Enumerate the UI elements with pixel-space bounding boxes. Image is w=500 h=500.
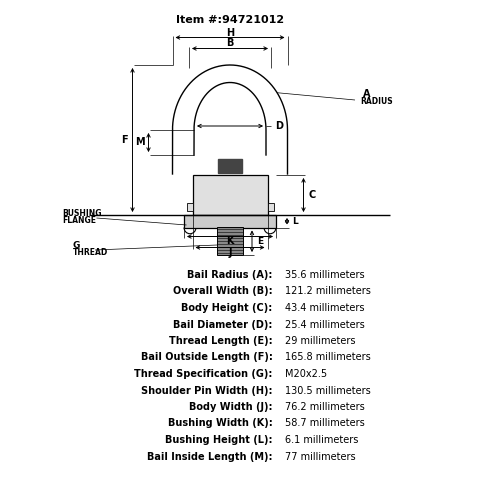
Text: H: H xyxy=(226,28,234,38)
Text: 43.4 millimeters: 43.4 millimeters xyxy=(285,303,364,313)
Text: Thread Specification (G):: Thread Specification (G): xyxy=(134,369,272,379)
Text: 58.7 millimeters: 58.7 millimeters xyxy=(285,418,365,428)
Bar xyxy=(186,203,192,211)
Text: C: C xyxy=(308,190,316,200)
Text: G: G xyxy=(72,240,80,250)
Text: RADIUS: RADIUS xyxy=(360,98,392,106)
Text: Bail Inside Length (M):: Bail Inside Length (M): xyxy=(147,452,272,462)
Text: B: B xyxy=(226,38,234,48)
Text: Bail Diameter (D):: Bail Diameter (D): xyxy=(173,320,272,330)
Text: J: J xyxy=(228,248,232,258)
Text: E: E xyxy=(257,236,263,246)
Text: Body Width (J):: Body Width (J): xyxy=(189,402,272,412)
Text: 25.4 millimeters: 25.4 millimeters xyxy=(285,320,365,330)
Text: Bail Outside Length (F):: Bail Outside Length (F): xyxy=(140,352,272,362)
Bar xyxy=(268,203,274,211)
Text: 77 millimeters: 77 millimeters xyxy=(285,452,356,462)
Text: M: M xyxy=(135,138,144,147)
Text: Thread Length (E):: Thread Length (E): xyxy=(169,336,272,346)
Text: 130.5 millimeters: 130.5 millimeters xyxy=(285,386,371,396)
Text: A: A xyxy=(362,89,370,99)
Text: 121.2 millimeters: 121.2 millimeters xyxy=(285,286,371,296)
Text: BUSHING: BUSHING xyxy=(62,208,102,218)
Bar xyxy=(192,175,268,215)
Text: Body Height (C):: Body Height (C): xyxy=(181,303,272,313)
Text: Bail Radius (A):: Bail Radius (A): xyxy=(187,270,272,280)
Text: THREAD: THREAD xyxy=(72,248,108,257)
Text: Shoulder Pin Width (H):: Shoulder Pin Width (H): xyxy=(141,386,272,396)
Text: 165.8 millimeters: 165.8 millimeters xyxy=(285,352,371,362)
Text: D: D xyxy=(275,121,283,131)
Bar xyxy=(218,159,242,173)
Text: Overall Width (B):: Overall Width (B): xyxy=(173,286,272,296)
Text: Bushing Width (K):: Bushing Width (K): xyxy=(168,418,272,428)
Text: 6.1 millimeters: 6.1 millimeters xyxy=(285,435,358,445)
Text: 76.2 millimeters: 76.2 millimeters xyxy=(285,402,365,412)
Text: FLANGE: FLANGE xyxy=(62,216,96,225)
Text: 29 millimeters: 29 millimeters xyxy=(285,336,356,346)
Text: F: F xyxy=(121,135,128,145)
Text: 35.6 millimeters: 35.6 millimeters xyxy=(285,270,364,280)
Bar xyxy=(217,228,243,255)
Text: K: K xyxy=(226,236,234,246)
Text: M20x2.5: M20x2.5 xyxy=(285,369,327,379)
Bar xyxy=(184,215,276,228)
Text: Bushing Height (L):: Bushing Height (L): xyxy=(165,435,272,445)
Text: L: L xyxy=(292,217,298,226)
Text: Item #:94721012: Item #:94721012 xyxy=(176,15,284,25)
